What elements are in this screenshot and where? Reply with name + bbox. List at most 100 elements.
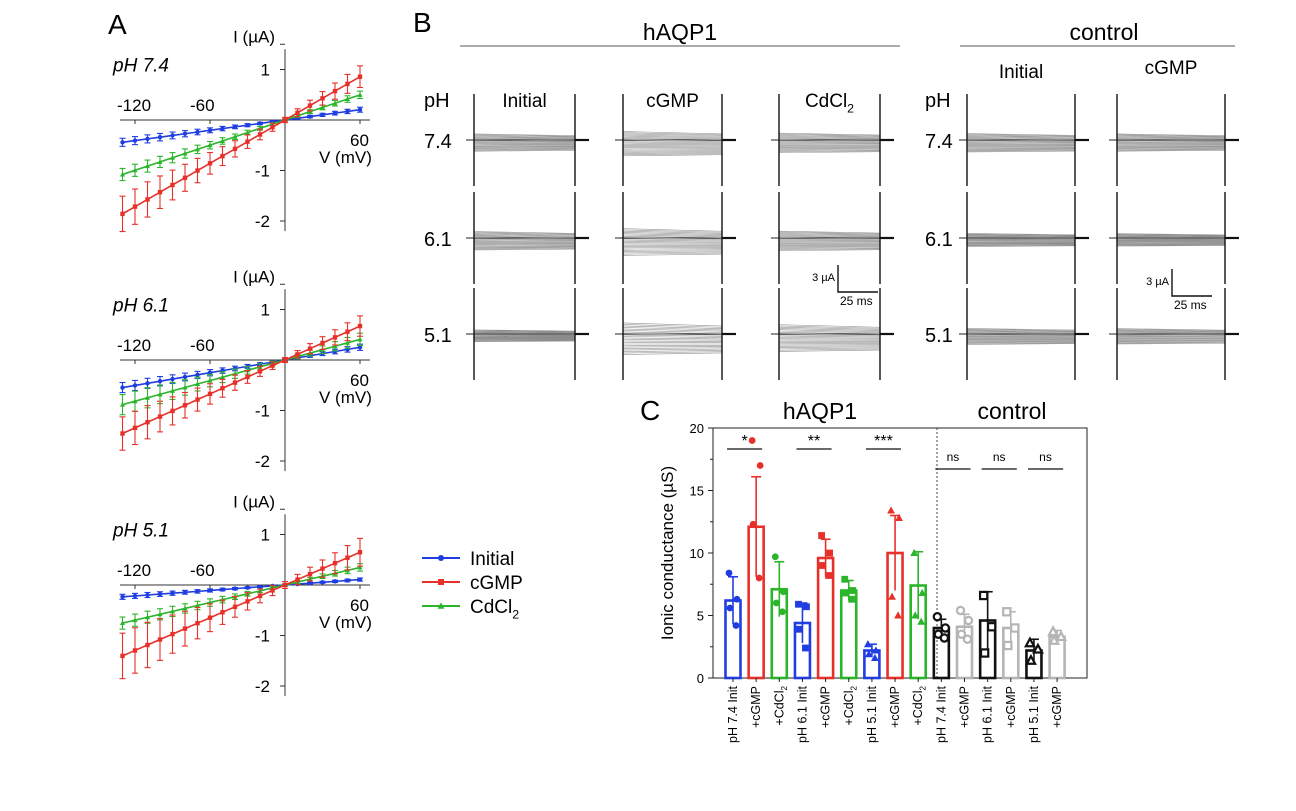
- trace-sweep: [622, 232, 723, 235]
- trace-sweep: [1116, 236, 1226, 238]
- iv-x-tick-label: -120: [117, 561, 151, 580]
- trace-sweep: [778, 335, 881, 338]
- trace-sweep: [1116, 245, 1226, 247]
- bar-x-tick-label: +cGMP: [888, 686, 902, 728]
- trace-sweep: [622, 151, 723, 153]
- trace-sweep: [622, 333, 723, 336]
- iv-x-tick-label: -60: [190, 561, 215, 580]
- trace-sweep: [778, 248, 881, 251]
- bar-point: [748, 437, 756, 444]
- iv-point: [245, 139, 250, 144]
- iv-point: [182, 403, 188, 408]
- trace-sweep: [622, 348, 723, 351]
- trace-sweep: [622, 233, 723, 236]
- legend-marker: [438, 579, 444, 585]
- bar-point: [932, 612, 943, 622]
- iv-point: [182, 374, 188, 380]
- bar-x-tick-label: +cGMP: [819, 686, 833, 728]
- iv-point: [207, 128, 213, 133]
- trace-sweep: [622, 350, 723, 352]
- iv-y-tick-label: -2: [255, 452, 270, 471]
- trace-sweep: [966, 328, 1076, 331]
- legend-item-cdcl2: CdCl2: [422, 597, 519, 621]
- traces-col-label: cGMP: [1145, 58, 1198, 79]
- iv-point: [320, 566, 325, 571]
- iv-point: [157, 637, 163, 642]
- iv-point: [157, 134, 163, 140]
- trace-sweep: [778, 231, 881, 235]
- trace-sweep: [473, 138, 576, 141]
- trace-sweep: [966, 245, 1076, 247]
- iv-point: [119, 620, 126, 626]
- iv-point: [257, 132, 263, 137]
- iv-point: [345, 329, 350, 334]
- trace-sweep: [1116, 329, 1226, 332]
- trace-sweep: [966, 139, 1076, 141]
- iv-point: [332, 110, 338, 116]
- iv-y-tick-label: -2: [255, 677, 270, 696]
- iv-y-axis-label: I (µA): [233, 267, 275, 286]
- traces-col-label-main: CdCl: [805, 91, 847, 112]
- iv-point: [182, 605, 188, 611]
- trace-sweep: [778, 338, 881, 340]
- trace-haqp1: [615, 288, 736, 380]
- iv-point: [232, 146, 238, 152]
- iv-y-tick-label: -1: [255, 402, 270, 421]
- legend-label: cGMP: [470, 573, 523, 594]
- bar-point: [1048, 633, 1061, 645]
- iv-point: [120, 431, 125, 436]
- iv-point: [120, 653, 125, 659]
- legend-marker: [438, 555, 444, 561]
- trace-sweep: [778, 150, 881, 153]
- traces-header-haqp1: hAQP1: [643, 19, 717, 45]
- trace-sweep: [778, 233, 881, 236]
- iv-point: [244, 129, 251, 135]
- trace-sweep: [622, 328, 723, 332]
- trace-sweep: [622, 249, 723, 251]
- iv-x-axis-label: V (mV): [319, 388, 372, 407]
- bar-x-tick-label-main: pH 6.1 Init: [981, 685, 995, 743]
- iv-series-cgmp: [119, 65, 363, 233]
- trace-sweep: [473, 330, 576, 333]
- bar-y-tick-label: 10: [690, 546, 704, 561]
- trace-sweep: [778, 349, 881, 352]
- bar-point: [887, 506, 895, 514]
- trace-sweep: [473, 135, 576, 138]
- bar-point: [841, 575, 849, 583]
- bar-x-tick-label-main: +cGMP: [1050, 686, 1064, 728]
- bar-x-tick-label: pH 6.1 Init: [981, 685, 995, 743]
- trace-control: [1109, 94, 1239, 186]
- traces-col-label: cGMP: [646, 91, 699, 112]
- significance-label: ns: [947, 450, 960, 464]
- trace-control: [959, 288, 1089, 380]
- trace-haqp1: [771, 192, 894, 284]
- iv-point: [157, 391, 163, 397]
- trace-sweep: [473, 248, 576, 251]
- iv-point: [357, 345, 363, 350]
- trace-sweep: [473, 331, 576, 333]
- scale-bar-current: 3 µA: [812, 272, 836, 284]
- bar-point: [772, 599, 780, 607]
- iv-point: [344, 96, 351, 102]
- bar-y-tick-label: 15: [690, 484, 704, 499]
- bar-point: [826, 549, 833, 557]
- scale-bar: 3 µA 25 ms: [812, 265, 878, 308]
- iv-point: [132, 138, 138, 143]
- trace-haqp1: [466, 192, 589, 284]
- bar-x-tick-label: +cGMP: [749, 686, 763, 728]
- bar-point: [871, 646, 880, 654]
- iv-y-tick-label: -1: [255, 162, 270, 181]
- trace-sweep: [622, 334, 723, 337]
- trace-sweep: [473, 235, 576, 238]
- iv-point: [332, 560, 338, 566]
- bar-point: [979, 648, 990, 658]
- trace-sweep: [622, 325, 723, 329]
- iv-point: [157, 611, 163, 617]
- iv-ph-label: pH 5.1: [112, 520, 169, 541]
- iv-point: [295, 110, 300, 115]
- trace-sweep: [473, 246, 576, 248]
- trace-sweep: [966, 137, 1076, 140]
- trace-control: [959, 94, 1089, 186]
- iv-point: [207, 588, 213, 593]
- bar-point: [1031, 642, 1044, 654]
